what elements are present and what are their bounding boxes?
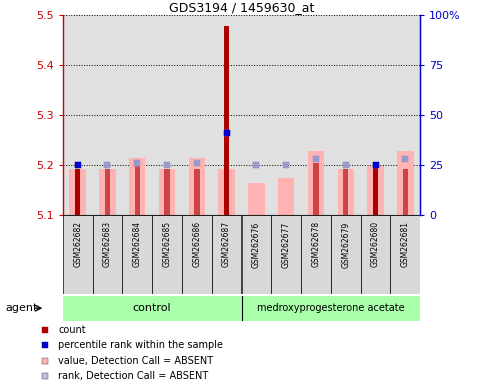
Bar — [93, 15, 122, 215]
Text: value, Detection Call = ABSENT: value, Detection Call = ABSENT — [58, 356, 213, 366]
Bar — [63, 15, 93, 215]
Bar — [159, 169, 175, 215]
Bar — [182, 15, 212, 215]
Bar — [242, 15, 271, 215]
Text: agent: agent — [5, 303, 37, 313]
Bar — [212, 15, 242, 215]
Text: GSM262684: GSM262684 — [133, 221, 142, 268]
Bar — [373, 166, 378, 215]
Text: GSM262679: GSM262679 — [341, 221, 350, 268]
Bar — [338, 169, 354, 215]
Bar — [152, 15, 182, 215]
Bar — [164, 169, 170, 215]
Bar — [301, 15, 331, 215]
Bar — [135, 162, 140, 215]
Bar — [194, 169, 199, 215]
Bar — [99, 169, 115, 215]
Bar — [361, 15, 390, 215]
Bar — [390, 15, 420, 215]
Bar — [152, 215, 182, 294]
Text: GSM262681: GSM262681 — [401, 221, 410, 267]
Bar — [218, 169, 235, 215]
Title: GDS3194 / 1459630_at: GDS3194 / 1459630_at — [169, 1, 314, 14]
Bar — [331, 215, 361, 294]
Bar — [224, 26, 229, 215]
Bar — [397, 151, 413, 215]
Text: GSM262685: GSM262685 — [163, 221, 171, 268]
Text: percentile rank within the sample: percentile rank within the sample — [58, 340, 223, 350]
Bar — [242, 215, 271, 294]
Bar — [313, 162, 319, 215]
Bar — [331, 15, 361, 215]
Text: rank, Detection Call = ABSENT: rank, Detection Call = ABSENT — [58, 371, 209, 381]
Text: GSM262683: GSM262683 — [103, 221, 112, 268]
Text: GSM262676: GSM262676 — [252, 221, 261, 268]
Bar — [122, 15, 152, 215]
Bar — [301, 215, 331, 294]
Bar — [403, 169, 408, 215]
Bar — [248, 182, 265, 215]
Text: GSM262687: GSM262687 — [222, 221, 231, 268]
Text: GSM262677: GSM262677 — [282, 221, 291, 268]
Text: control: control — [133, 303, 171, 313]
Bar — [70, 169, 86, 215]
Bar — [308, 151, 324, 215]
Bar — [75, 169, 80, 215]
Bar — [93, 215, 122, 294]
Bar — [242, 296, 420, 321]
Bar — [361, 215, 390, 294]
Bar — [271, 15, 301, 215]
Bar — [63, 215, 93, 294]
Bar — [278, 177, 294, 215]
Bar — [63, 296, 242, 321]
Bar — [122, 215, 152, 294]
Bar — [343, 169, 348, 215]
Bar — [390, 215, 420, 294]
Text: GSM262686: GSM262686 — [192, 221, 201, 268]
Text: GSM262680: GSM262680 — [371, 221, 380, 268]
Bar — [189, 157, 205, 215]
Bar — [212, 215, 242, 294]
Bar — [129, 157, 145, 215]
Bar — [271, 215, 301, 294]
Bar — [105, 169, 110, 215]
Text: GSM262682: GSM262682 — [73, 221, 82, 267]
Bar — [368, 166, 384, 215]
Text: medroxyprogesterone acetate: medroxyprogesterone acetate — [257, 303, 405, 313]
Bar — [182, 215, 212, 294]
Text: count: count — [58, 325, 86, 335]
Text: GSM262678: GSM262678 — [312, 221, 320, 268]
